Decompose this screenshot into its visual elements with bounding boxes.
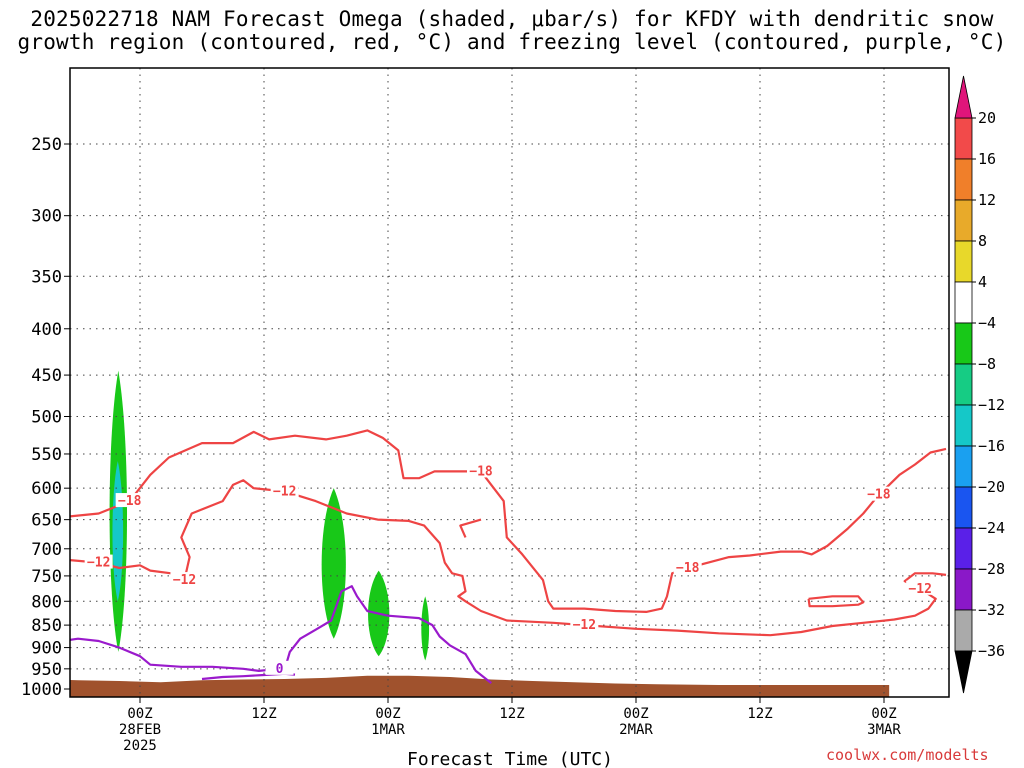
contour-label: −12 [573,618,596,633]
colorbar-top-arrow [954,75,973,119]
y-tick-label: 600 [31,479,62,499]
colorbar-label: −28 [978,560,1005,578]
colorbar-swatch [954,445,973,488]
x-tick-label: 00Z [623,706,648,722]
x-tick-date: 3MAR [867,722,901,738]
colorbar-label: 12 [978,191,996,209]
plot-frame [69,67,950,698]
y-tick-label: 450 [31,366,62,386]
colorbar-swatch [954,486,973,529]
contour--12-outer [70,479,947,637]
contour-label: −18 [676,561,700,576]
y-axis: 250 300 350 400 450 500 550 600 650 700 750 800 850 9… [21,135,70,700]
contour-label: −12 [173,573,196,588]
x-tick-year: 2025 [123,738,157,754]
contour-label: −12 [273,484,296,499]
y-tick-label: 750 [31,567,62,587]
contour-label: −12 [908,582,931,597]
colorbar-label: −20 [978,478,1005,496]
y-tick-label: 400 [31,320,62,340]
y-tick-label: 950 [31,660,62,680]
colorbar-swatch [954,404,973,447]
contour-label-bg [467,463,495,478]
x-tick-date: 28FEB [119,722,161,738]
plot-fills [70,370,890,697]
x-tick-label: 00Z [375,706,400,722]
colorbar-label: 4 [978,273,987,291]
y-tick-label: 250 [31,135,62,155]
credit-link[interactable]: coolwx.com/modelts [826,746,989,764]
colorbar-label: 20 [978,109,996,127]
x-tick-label: 12Z [747,706,772,722]
colorbar-swatch [954,527,973,570]
x-tick-label: 12Z [499,706,524,722]
y-tick-label: 800 [31,592,62,612]
y-tick-label: 700 [31,540,62,560]
y-tick-label: 900 [31,639,62,659]
contour-0 [70,585,492,684]
x-tick-date: 1MAR [371,722,405,738]
x-tick-label: 00Z [127,706,152,722]
contour-label: 0 [276,662,284,677]
colorbar-swatch [954,117,973,160]
y-tick-label: 850 [31,616,62,636]
y-tick-label: 500 [31,408,62,428]
y-tick-label: 1000 [21,680,62,700]
plot-lines: −18 −18 −18 −18 −12 −12 −12 −12 −12 0 [70,429,947,684]
colorbar: 20 16 12 8 4 −4 −8 −12 −16 −20 −24 −28 −32 −36 [954,75,1005,694]
colorbar-label: −4 [978,314,996,332]
y-tick-label: 350 [31,267,62,287]
contour-label-bg [270,483,299,498]
contour--18-island [807,595,865,608]
contour-label-bg [570,617,599,632]
colorbar-label: 16 [978,150,996,168]
contour-label-bg [906,580,935,595]
colorbar-swatch [954,363,973,406]
plot-grid [70,68,949,697]
colorbar-label: −8 [978,355,996,373]
colorbar-label: −24 [978,519,1005,537]
chart-title-line-1: 2025022718 NAM Forecast Omega (shaded, μ… [30,7,994,31]
colorbar-swatch [954,199,973,242]
colorbar-label: −16 [978,437,1005,455]
y-tick-label: 550 [31,445,62,465]
contour-label: −18 [867,488,891,503]
y-tick-label: 300 [31,207,62,227]
chart-title-line-2: growth region (contoured, red, °C) and f… [17,30,1007,54]
contour-label: −18 [469,464,493,479]
terrain-fill [70,675,890,697]
colorbar-swatch [954,568,973,611]
contour--12-inner [459,518,482,538]
contour-label-bg [115,493,144,508]
y-tick-label: 650 [31,511,62,531]
colorbar-label: 8 [978,232,987,250]
colorbar-swatch [954,322,973,365]
colorbar-bottom-arrow [954,650,973,694]
colorbar-swatch [954,281,973,324]
contour-label: −18 [118,494,142,509]
contour-label-bg [864,486,893,501]
colorbar-swatch [954,609,973,652]
colorbar-swatch [954,240,973,283]
x-axis-title: Forecast Time (UTC) [407,749,613,768]
x-tick-label: 00Z [871,706,896,722]
contour-label-bg [265,660,294,675]
colorbar-label: −32 [978,601,1005,619]
omega-region [421,596,430,661]
colorbar-label: −36 [978,642,1005,660]
contour-label-bg [170,572,199,587]
chart-title: 2025022718 NAM Forecast Omega (shaded, μ… [0,8,1024,54]
x-tick-date: 2MAR [619,722,653,738]
contour--18 [70,429,947,614]
contour-label-bg [84,554,113,569]
contour-label-bg [673,559,702,574]
colorbar-label: −12 [978,396,1005,414]
omega-region [321,488,346,639]
contour-label: −12 [87,556,110,571]
colorbar-swatch [954,158,973,201]
x-tick-label: 12Z [251,706,276,722]
